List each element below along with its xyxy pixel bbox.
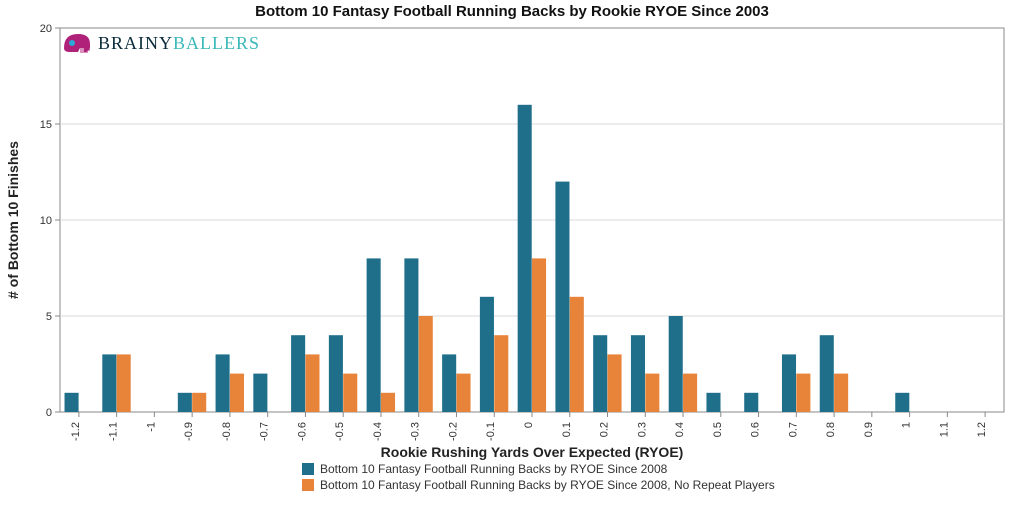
bar: [102, 354, 116, 412]
bar: [895, 393, 909, 412]
x-tick-label: 0: [523, 422, 535, 428]
bar: [65, 393, 79, 412]
x-tick-label: 0.8: [825, 422, 837, 437]
y-tick-label: 10: [40, 215, 52, 227]
helmet-icon: [60, 30, 92, 56]
x-tick-label: 0.4: [674, 422, 686, 437]
x-tick-label: 0.6: [750, 422, 762, 437]
bar: [669, 316, 683, 412]
y-tick-label: 5: [46, 311, 52, 323]
x-tick-label: 0.2: [599, 422, 611, 437]
x-tick-label: 0.5: [712, 422, 724, 437]
bar: [608, 354, 622, 412]
x-tick-label: -0.5: [334, 422, 346, 441]
bar: [329, 335, 343, 412]
bar: [570, 297, 584, 412]
x-axis-label: Rookie Rushing Yards Over Expected (RYOE…: [381, 444, 684, 460]
bar: [796, 374, 810, 412]
x-tick-label: -0.3: [410, 422, 422, 441]
bar: [305, 354, 319, 412]
x-tick-label: 0.7: [787, 422, 799, 437]
bar: [117, 354, 131, 412]
bar: [645, 374, 659, 412]
x-tick-label: -0.9: [183, 422, 195, 441]
bar: [343, 374, 357, 412]
bar: [782, 354, 796, 412]
bar: [291, 335, 305, 412]
x-tick-label: 1: [901, 422, 913, 428]
bar: [381, 393, 395, 412]
bar: [456, 374, 470, 412]
bar: [494, 335, 508, 412]
logo-letter-b2: B: [173, 33, 186, 53]
bar: [820, 335, 834, 412]
x-tick-label: -0.8: [221, 422, 233, 441]
x-tick-label: -1.2: [70, 422, 82, 441]
bar: [230, 374, 244, 412]
bar: [216, 354, 230, 412]
x-tick-label: -0.2: [447, 422, 459, 441]
x-tick-label: 0.9: [863, 422, 875, 437]
x-tick-label: -1.1: [108, 422, 120, 441]
legend-label: Bottom 10 Fantasy Football Running Backs…: [320, 478, 775, 492]
bar: [555, 182, 569, 412]
logo-text: BRAINYBALLERS: [98, 33, 260, 54]
bar: [744, 393, 758, 412]
bar: [593, 335, 607, 412]
x-tick-label: -0.6: [296, 422, 308, 441]
bar: [404, 258, 418, 412]
bar: [706, 393, 720, 412]
legend-swatch: [302, 463, 314, 475]
bar: [178, 393, 192, 412]
bar: [253, 374, 267, 412]
logo-word-rainy: RAINY: [111, 33, 173, 53]
bar: [419, 316, 433, 412]
x-tick-label: -0.7: [259, 422, 271, 441]
x-tick-label: 0.1: [561, 422, 573, 437]
x-tick-label: -1: [145, 422, 157, 432]
logo-word-allers: ALLERS: [186, 33, 260, 53]
legend-label: Bottom 10 Fantasy Football Running Backs…: [320, 462, 668, 476]
bar: [683, 374, 697, 412]
y-axis-label: # of Bottom 10 Finishes: [5, 141, 21, 299]
x-tick-label: 1.1: [938, 422, 950, 437]
bar: [480, 297, 494, 412]
x-tick-label: 1.2: [976, 422, 988, 437]
bar: [518, 105, 532, 412]
bar: [367, 258, 381, 412]
bar: [631, 335, 645, 412]
x-tick-label: -0.1: [485, 422, 497, 441]
bar: [442, 354, 456, 412]
y-tick-label: 15: [40, 119, 52, 131]
brand-logo: BRAINYBALLERS: [60, 30, 260, 56]
logo-letter-b1: B: [98, 33, 111, 53]
y-tick-label: 20: [40, 23, 52, 35]
bar: [834, 374, 848, 412]
x-tick-label: 0.3: [636, 422, 648, 437]
chart-title: Bottom 10 Fantasy Football Running Backs…: [255, 3, 769, 20]
bar: [192, 393, 206, 412]
chart-svg: Bottom 10 Fantasy Football Running Backs…: [0, 0, 1024, 517]
x-tick-label: -0.4: [372, 422, 384, 441]
y-tick-label: 0: [46, 407, 52, 419]
bar: [532, 258, 546, 412]
legend-swatch: [302, 479, 314, 491]
chart-container: BRAINYBALLERS Bottom 10 Fantasy Football…: [0, 0, 1024, 517]
